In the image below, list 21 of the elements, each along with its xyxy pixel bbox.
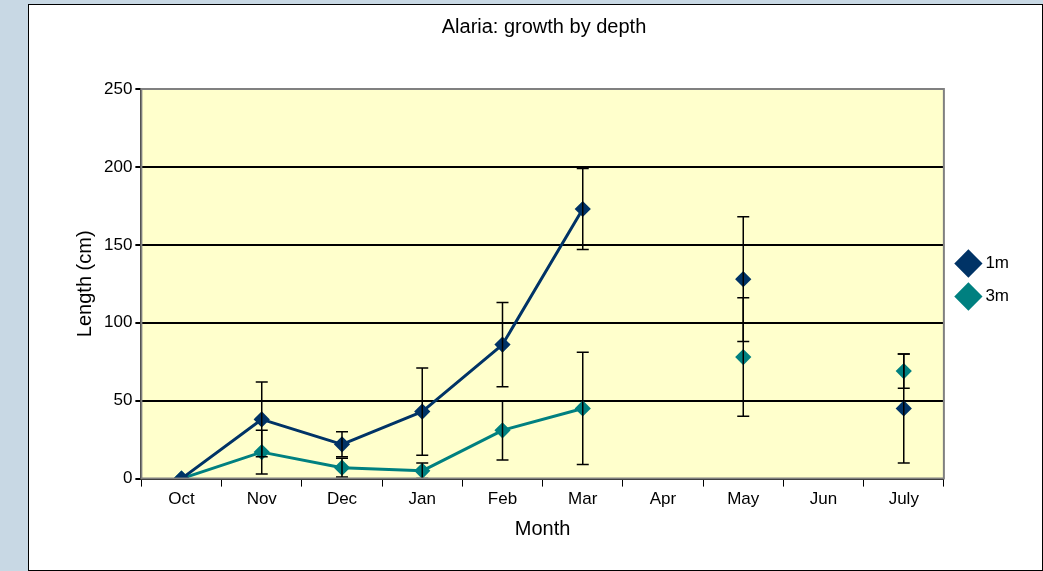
y-tick-label: 0 bbox=[122, 468, 133, 488]
chart-title: Alaria: growth by depth bbox=[441, 14, 647, 37]
x-tick-label: July bbox=[888, 489, 920, 509]
x-tick-label: Jan bbox=[408, 489, 436, 509]
y-axis-title: Length (cm) bbox=[72, 230, 95, 338]
y-tick-label: 200 bbox=[103, 156, 133, 176]
x-tick-label: Feb bbox=[487, 489, 518, 509]
x-tick-label: Jun bbox=[809, 489, 838, 509]
legend-label: 1m bbox=[985, 253, 1010, 273]
x-tick-label: Mar bbox=[568, 489, 598, 509]
x-tick-label: Apr bbox=[649, 489, 677, 509]
y-tick-label: 250 bbox=[103, 78, 133, 98]
y-tick-label: 100 bbox=[103, 312, 133, 332]
x-tick-label: Nov bbox=[246, 489, 278, 509]
y-tick-label: 50 bbox=[113, 390, 133, 410]
x-tick-label: Oct bbox=[168, 489, 195, 509]
x-tick-label: May bbox=[727, 489, 760, 509]
x-tick-label: Dec bbox=[326, 489, 358, 509]
legend-label: 3m bbox=[985, 286, 1010, 306]
x-axis-title: Month bbox=[514, 516, 571, 539]
y-tick-label: 150 bbox=[103, 234, 133, 254]
